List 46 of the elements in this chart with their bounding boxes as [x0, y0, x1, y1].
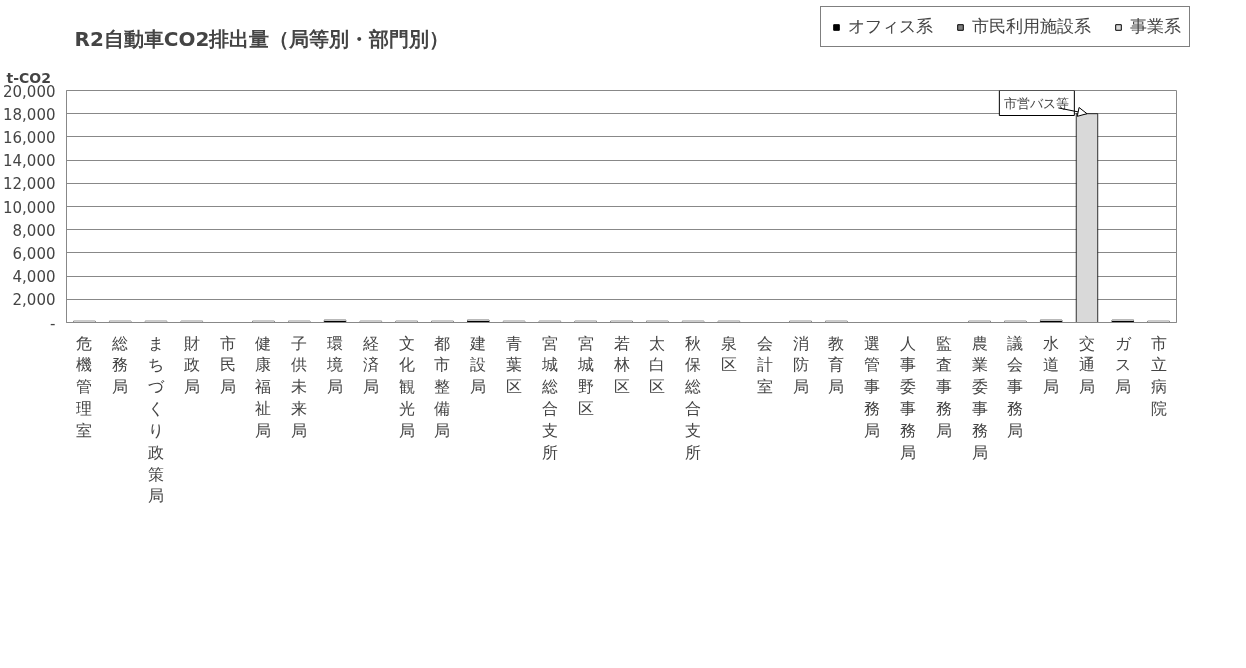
x-tick-label: 子供未来局: [291, 333, 308, 440]
x-tick-label: 選管事務局: [864, 333, 881, 440]
x-tick-label: 教育局: [828, 333, 845, 397]
legend-label: オフィス系: [848, 15, 933, 38]
x-tick-label: 消防局: [792, 333, 809, 397]
x-tick-label: 会計室: [756, 333, 773, 397]
x-tick-label: ガス局: [1114, 333, 1132, 397]
y-tick-label: 4,000: [12, 268, 56, 287]
x-tick-label: 市民局: [219, 333, 236, 397]
x-tick-label: 宮城総合支所: [540, 333, 558, 462]
y-tick-label: -: [50, 314, 56, 333]
x-tick-label: 財政局: [183, 333, 200, 397]
annotation: 市営バス等: [1004, 95, 1070, 111]
y-tick-label: 8,000: [12, 221, 56, 240]
x-tick-label: まちづくり政策局: [148, 333, 166, 506]
legend-label: 事業系: [1130, 15, 1181, 38]
x-tick-label: 宮城野区: [576, 333, 594, 419]
x-tick-label: 危機管理室: [76, 333, 93, 440]
x-tick-label: 若林区: [612, 333, 630, 397]
x-tick-label: 議会事務局: [1007, 333, 1024, 440]
x-tick-label: 健康福祉局: [255, 333, 272, 440]
x-tick-label: 青葉区: [506, 333, 523, 397]
x-tick-label: 総務局: [111, 333, 129, 397]
x-tick-label: 農業委事務局: [971, 333, 988, 462]
y-tick-label: 12,000: [3, 175, 56, 194]
y-tick-label: 10,000: [3, 198, 56, 217]
chart-title: R2自動車CO2排出量（局等別・部門別）: [74, 26, 450, 51]
y-tick-label: 14,000: [3, 152, 56, 171]
x-tick-label: 都市整備局: [434, 333, 451, 440]
y-tick-label: 16,000: [3, 128, 56, 147]
x-tick-label: 監査事務局: [935, 333, 952, 440]
x-tick-label: 泉区: [720, 333, 737, 375]
x-tick-label: 環境局: [326, 333, 344, 397]
x-tick-label: 秋保総合支所: [684, 333, 702, 462]
y-tick-label: 2,000: [12, 291, 56, 310]
x-tick-label: 文化観光局: [398, 333, 415, 440]
x-tick-label: 水道局: [1043, 333, 1060, 397]
y-tick-label: 6,000: [12, 244, 56, 263]
x-tick-label: 人事委事務局: [899, 333, 916, 462]
x-tick-label: 経済局: [361, 333, 379, 397]
legend-label: 市民利用施設系: [972, 15, 1091, 38]
x-tick-label: 交通局: [1078, 333, 1095, 397]
x-tick-label: 建設局: [469, 333, 487, 397]
x-tick-label: 太白区: [649, 333, 666, 397]
x-tick-label: 市立病院: [1150, 333, 1167, 419]
y-tick-label: 18,000: [3, 105, 56, 124]
